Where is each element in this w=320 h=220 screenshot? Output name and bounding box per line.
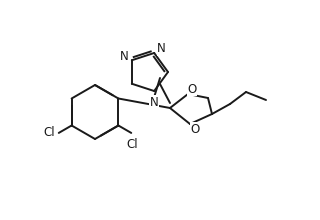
Text: Cl: Cl (43, 126, 55, 139)
Text: N: N (150, 96, 158, 109)
Text: O: O (190, 123, 200, 136)
Text: O: O (188, 82, 196, 95)
Text: Cl: Cl (126, 138, 138, 151)
Text: N: N (157, 42, 166, 55)
Text: N: N (120, 50, 129, 63)
